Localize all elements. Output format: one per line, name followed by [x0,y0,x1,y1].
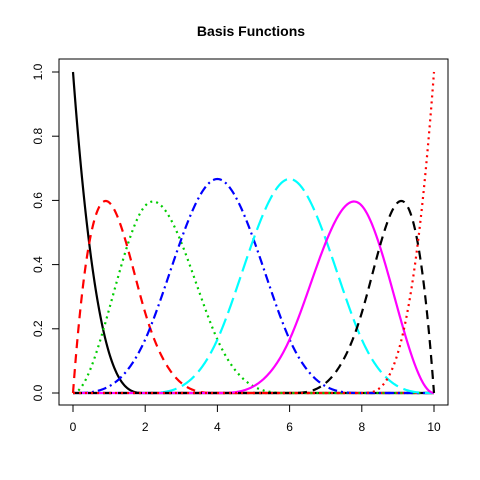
x-axis: 0 2 4 6 8 10 [70,404,441,434]
basis-curve-5 [72,177,435,395]
series-layer [71,71,436,395]
basis-curve-6 [72,200,435,395]
y-tick-label: 0.8 [31,128,45,145]
y-tick-label: 0.2 [31,320,45,337]
x-tick-label: 6 [286,420,293,434]
basis-curve-7 [72,199,436,395]
basis-curve-8 [72,71,436,395]
y-tick-label: 0.4 [31,256,45,273]
x-tick-label: 4 [214,420,221,434]
y-tick-label: 1.0 [31,63,45,80]
basis-curve-4 [72,177,435,395]
x-tick-label: 2 [142,420,149,434]
plot-frame [58,58,449,406]
chart-title: Basis Functions [197,23,305,39]
y-axis: 0.0 0.2 0.4 0.6 0.8 1.0 [31,63,60,401]
y-tick-label: 0.6 [31,192,45,209]
basis-curve-3 [72,200,435,395]
x-tick-label: 8 [358,420,365,434]
y-tick-label: 0.0 [31,384,45,401]
basis-curve-2 [71,199,435,395]
x-tick-label: 10 [427,420,441,434]
basis-curve-1 [71,71,435,395]
x-tick-label: 0 [70,420,77,434]
